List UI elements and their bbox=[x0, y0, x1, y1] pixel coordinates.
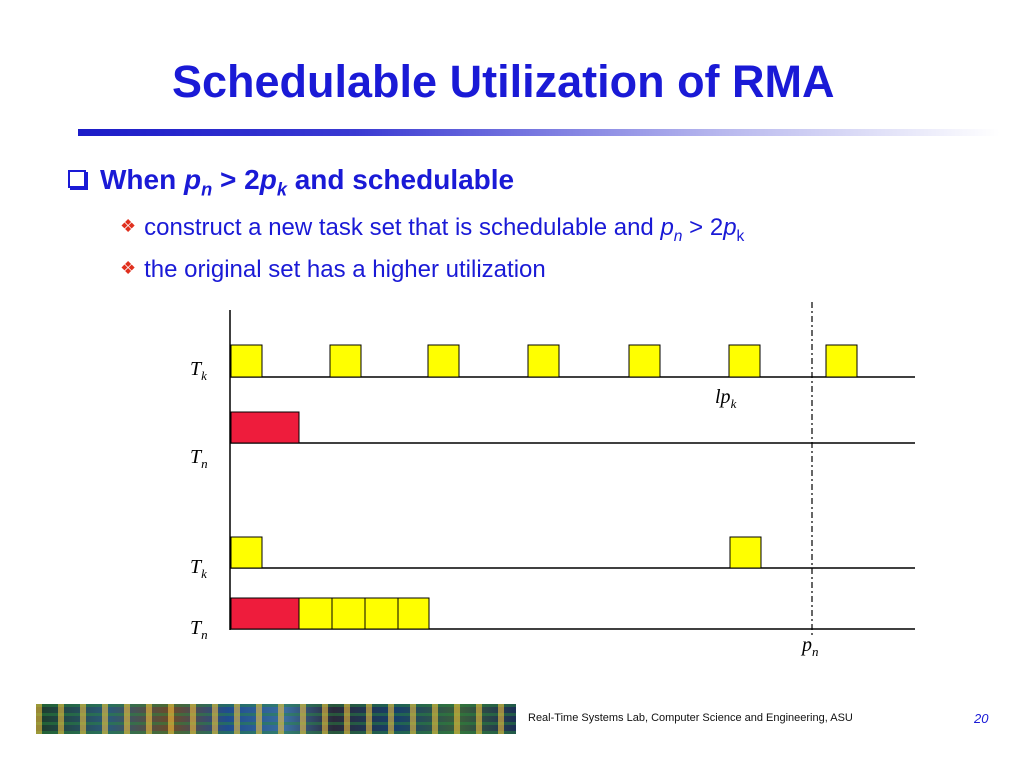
bullet-when-p: p bbox=[184, 164, 202, 195]
sub-bullet-construct-text: construct a new task set that is schedul… bbox=[144, 214, 661, 241]
row-label-tk-2: Tk bbox=[190, 556, 207, 581]
slide-title: Schedulable Utilization of RMA bbox=[172, 56, 835, 107]
sub-bullet-original-text: the original set has a higher utilizatio… bbox=[144, 256, 546, 283]
bullet-when-suffix: and schedulable bbox=[286, 164, 515, 195]
sub-bullet-construct: ❖ construct a new task set that is schedu… bbox=[120, 214, 744, 246]
job-block-tn-extended bbox=[331, 597, 366, 630]
bullet-when-k: k bbox=[276, 179, 287, 200]
job-block-tn-new bbox=[230, 597, 300, 630]
sub-bullet-construct-p: p bbox=[660, 214, 674, 241]
row-label-tn-2: Tn bbox=[190, 617, 208, 642]
job-block-tk bbox=[728, 344, 761, 378]
job-block-tk bbox=[527, 344, 560, 378]
bullet-when: When pn > 2pk and schedulable bbox=[68, 164, 514, 201]
job-block-tn bbox=[230, 411, 300, 444]
diamond-bullet-icon: ❖ bbox=[120, 216, 137, 236]
job-block-tk bbox=[427, 344, 460, 378]
row-label-tk-1: Tk bbox=[190, 358, 207, 383]
job-block-tk-new bbox=[729, 536, 762, 569]
title-underline bbox=[78, 129, 1000, 136]
marker-label-lpk: lpk bbox=[715, 386, 737, 411]
job-block-tk-new bbox=[230, 536, 263, 569]
bullet-when-mid: > 2 bbox=[212, 164, 260, 195]
marker-label-pn: pn bbox=[802, 634, 819, 659]
job-block-tn-extended bbox=[397, 597, 430, 630]
diamond-bullet-icon: ❖ bbox=[120, 258, 137, 278]
sub-bullet-construct-mid: > 2 bbox=[682, 214, 724, 241]
square-bullet-icon bbox=[68, 169, 86, 188]
sub-bullet-construct-n: n bbox=[673, 227, 683, 245]
footer-lab-name: Real-Time Systems Lab, Computer Science … bbox=[528, 712, 853, 724]
bullet-when-n: n bbox=[201, 179, 213, 200]
row-label-tn-1: Tn bbox=[190, 446, 208, 471]
bullet-when-p2: p bbox=[259, 164, 277, 195]
job-block-tk bbox=[329, 344, 362, 378]
job-block-tn-extended bbox=[364, 597, 399, 630]
job-block-tk bbox=[230, 344, 263, 378]
job-block-tn-extended bbox=[298, 597, 333, 630]
bullet-when-prefix: When bbox=[100, 164, 184, 195]
sub-bullet-construct-p2: p bbox=[723, 214, 737, 241]
sub-bullet-construct-k: k bbox=[736, 227, 745, 245]
sub-bullet-original: ❖ the original set has a higher utilizati… bbox=[120, 256, 546, 284]
footer-image-strip bbox=[36, 704, 516, 734]
job-block-tk bbox=[825, 344, 858, 378]
page-number: 20 bbox=[974, 711, 989, 726]
job-block-tk bbox=[628, 344, 661, 378]
